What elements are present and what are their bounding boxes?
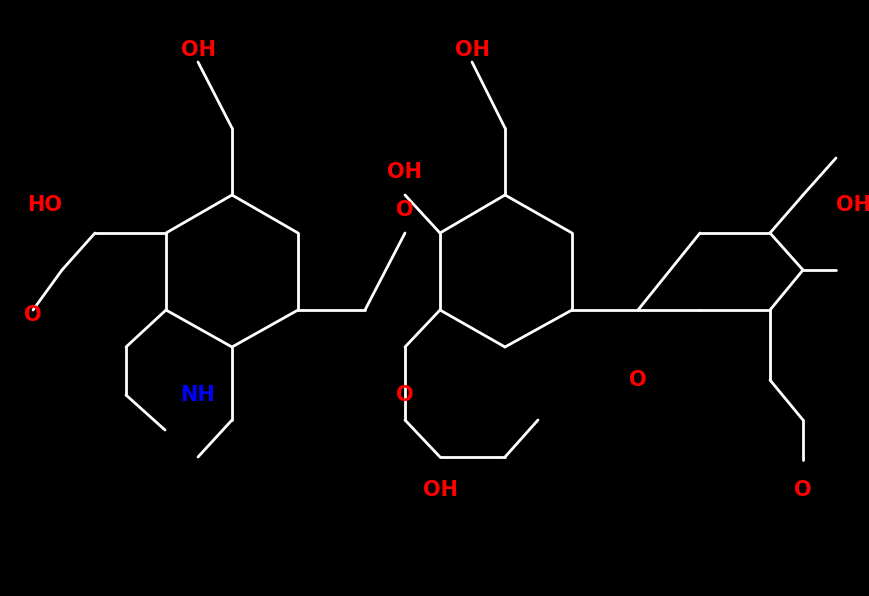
- Text: OH: OH: [836, 195, 869, 215]
- Text: NH: NH: [181, 385, 216, 405]
- Text: O: O: [396, 200, 414, 220]
- Text: O: O: [794, 480, 812, 500]
- Text: HO: HO: [27, 195, 62, 215]
- Text: OH: OH: [422, 480, 457, 500]
- Text: OH: OH: [181, 40, 216, 60]
- Text: O: O: [396, 385, 414, 405]
- Text: OH: OH: [388, 162, 422, 182]
- Text: O: O: [629, 370, 647, 390]
- Text: OH: OH: [454, 40, 489, 60]
- Text: O: O: [24, 305, 42, 325]
